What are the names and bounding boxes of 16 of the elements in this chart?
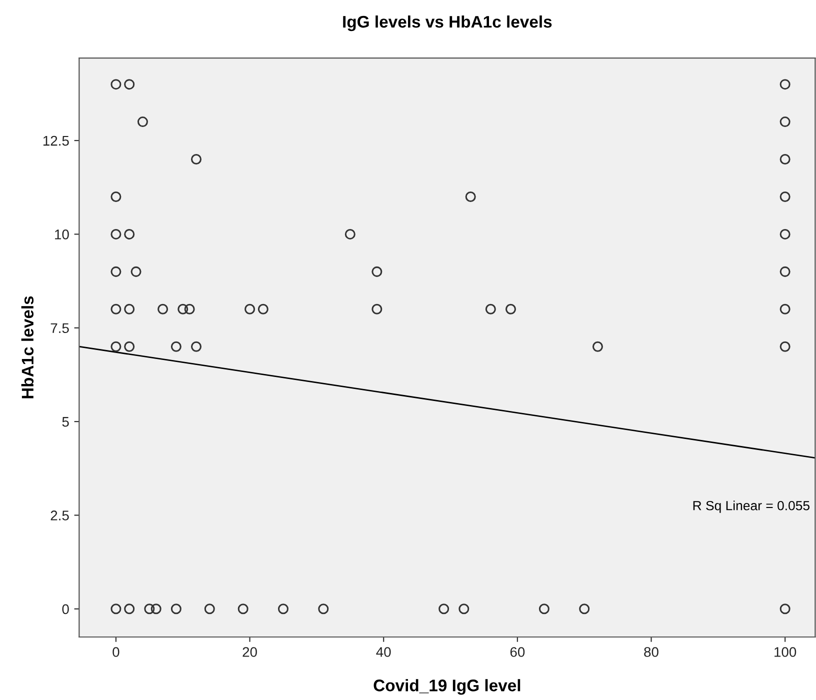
y-tick-label: 12.5 xyxy=(43,136,69,146)
y-axis-title: HbA1c levels xyxy=(21,296,34,398)
x-tick-label: 100 xyxy=(774,647,796,657)
x-tick-label: 40 xyxy=(376,647,391,657)
y-tick-label: 0 xyxy=(62,604,69,614)
x-tick-label: 20 xyxy=(242,647,257,657)
x-axis-title: Covid_19 IgG level xyxy=(374,679,520,695)
y-tick-label: 5 xyxy=(62,417,69,427)
y-tick-label: 10 xyxy=(55,230,69,240)
x-tick-label: 80 xyxy=(644,647,658,657)
chart-title: IgG levels vs HbA1c levels xyxy=(343,15,552,32)
y-tick-label: 7.5 xyxy=(50,323,69,334)
x-tick-label: 0 xyxy=(112,647,120,657)
x-tick-label: 60 xyxy=(510,647,525,657)
y-tick-label: 2.5 xyxy=(50,510,69,520)
annotation: R Sq Linear = 0.055 xyxy=(693,500,810,513)
